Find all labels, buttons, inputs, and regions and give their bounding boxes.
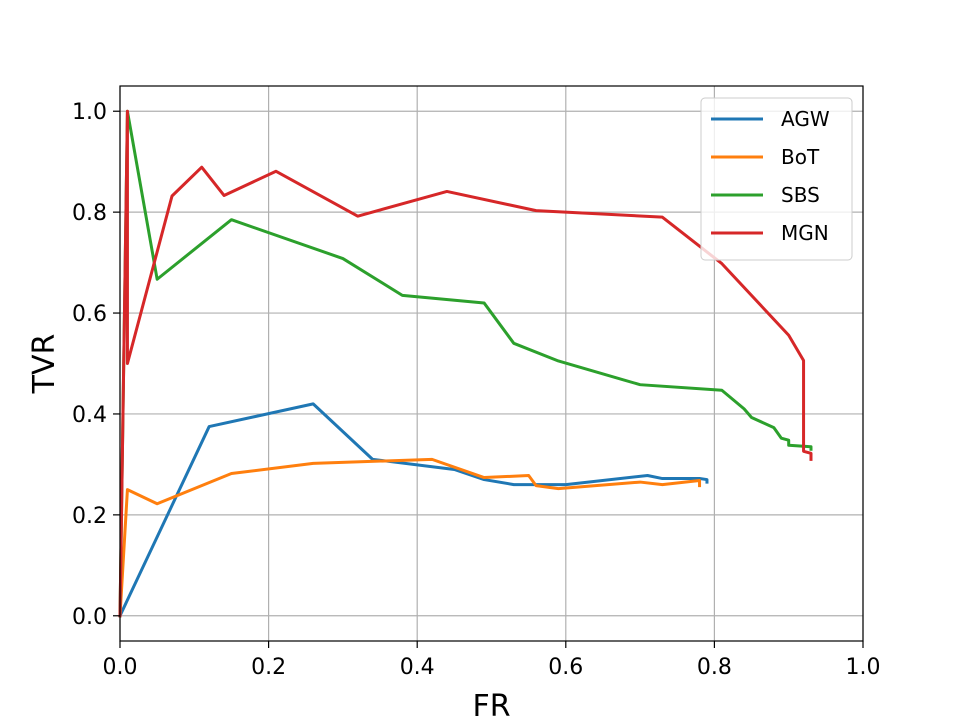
x-tick-label: 0.4 [400,655,435,680]
x-tick-label: 0.0 [103,655,138,680]
x-tick-label: 1.0 [846,655,881,680]
series-line-bot [118,457,702,618]
plot-frame [119,85,864,642]
y-tick-label: 0.4 [72,403,107,428]
y-tick-label: 0.8 [72,201,107,226]
legend-label-agw: AGW [781,107,830,131]
legend-label-sbs: SBS [781,183,820,207]
legend-box [700,97,853,261]
legend-label-mgn: MGN [781,221,829,245]
x-axis-label: FR [472,689,510,720]
ticks: 0.0 0.2 0.4 0.6 0.8 1.0 0.0 0.2 0.4 0.6 0.8 1.0 [72,100,881,680]
x-tick-label: 0.8 [697,655,732,680]
y-tick-label: 0.2 [72,504,107,529]
x-tick-label: 0.6 [548,655,583,680]
legend-label-bot: BoT [781,145,820,169]
y-tick-label: 1.0 [72,100,107,125]
series-line-mgn [118,109,813,618]
series-layer [118,109,813,618]
legend: AGW BoT SBS MGN [700,97,853,261]
y-tick-label: 0.6 [72,302,107,327]
y-tick-label: 0.0 [72,605,107,630]
series-line-sbs [118,109,813,618]
x-tick-label: 0.2 [251,655,286,680]
y-axis-label: TVR [27,334,62,395]
series-line-agw [118,402,709,618]
